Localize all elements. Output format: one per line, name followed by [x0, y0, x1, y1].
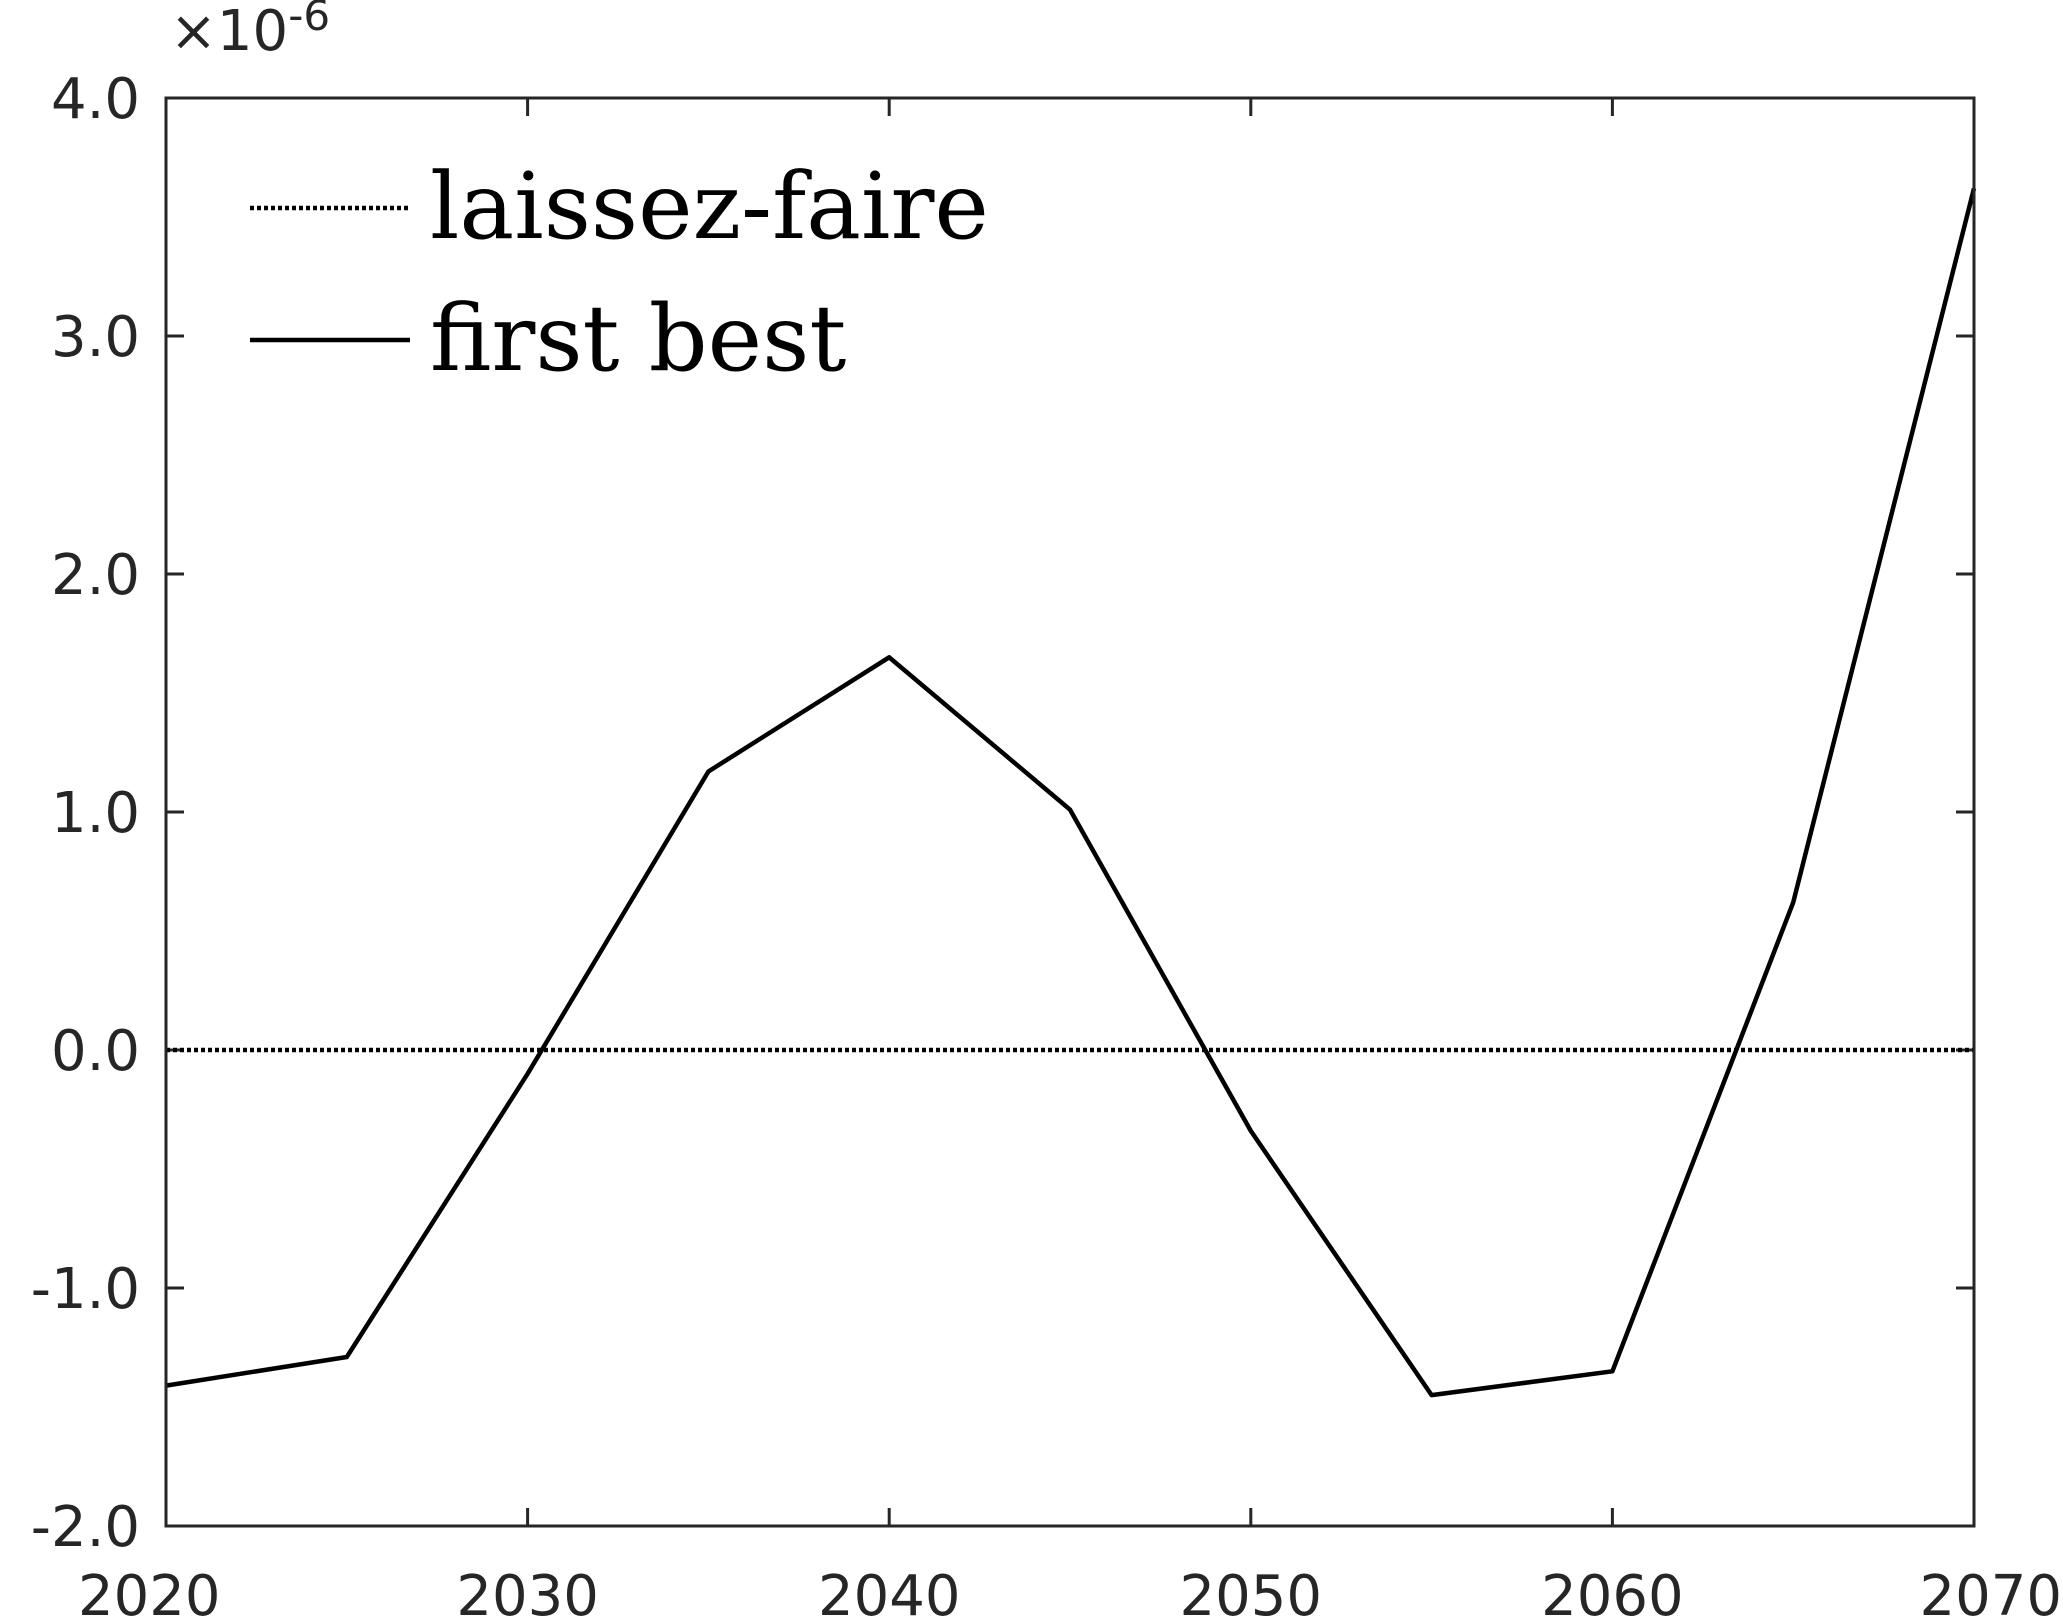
- y-tick-label: 1.0: [51, 781, 140, 846]
- x-tick-label: 2020: [78, 1564, 221, 1622]
- plot-area-frame: [164, 96, 1976, 1528]
- x-tick-label: 2040: [818, 1564, 961, 1622]
- y-exponent-base: ×10: [170, 0, 288, 64]
- series-layer: [165, 187, 1977, 1398]
- y-tick-label: -2.0: [31, 1495, 140, 1560]
- y-tick-label: 2.0: [51, 543, 140, 608]
- legend-label-laissez-faire: laissez-faire: [430, 153, 989, 260]
- x-tick-label: 2060: [1541, 1564, 1684, 1622]
- y-tick-label: 0.0: [51, 1019, 140, 1084]
- y-exponent-label: ×10-6: [170, 0, 330, 64]
- legend-label-first-best: first best: [430, 285, 846, 392]
- x-tick-label: 2050: [1180, 1564, 1323, 1622]
- x-tick-label: 2030: [456, 1564, 599, 1622]
- legend: laissez-faire first best: [250, 153, 989, 392]
- y-exponent-power: -6: [288, 0, 330, 40]
- y-tick-label: -1.0: [31, 1257, 140, 1322]
- series-line-first-best: [165, 187, 1977, 1398]
- y-tick-label: 3.0: [51, 305, 140, 370]
- x-tick-label: 2070: [1919, 1564, 2062, 1622]
- labels-layer: 2020 2030 2040 2050 2060 2070 -2.0 -1.0 0.0 1.0 2.…: [31, 67, 2062, 1622]
- y-tick-label: 4.0: [51, 67, 140, 132]
